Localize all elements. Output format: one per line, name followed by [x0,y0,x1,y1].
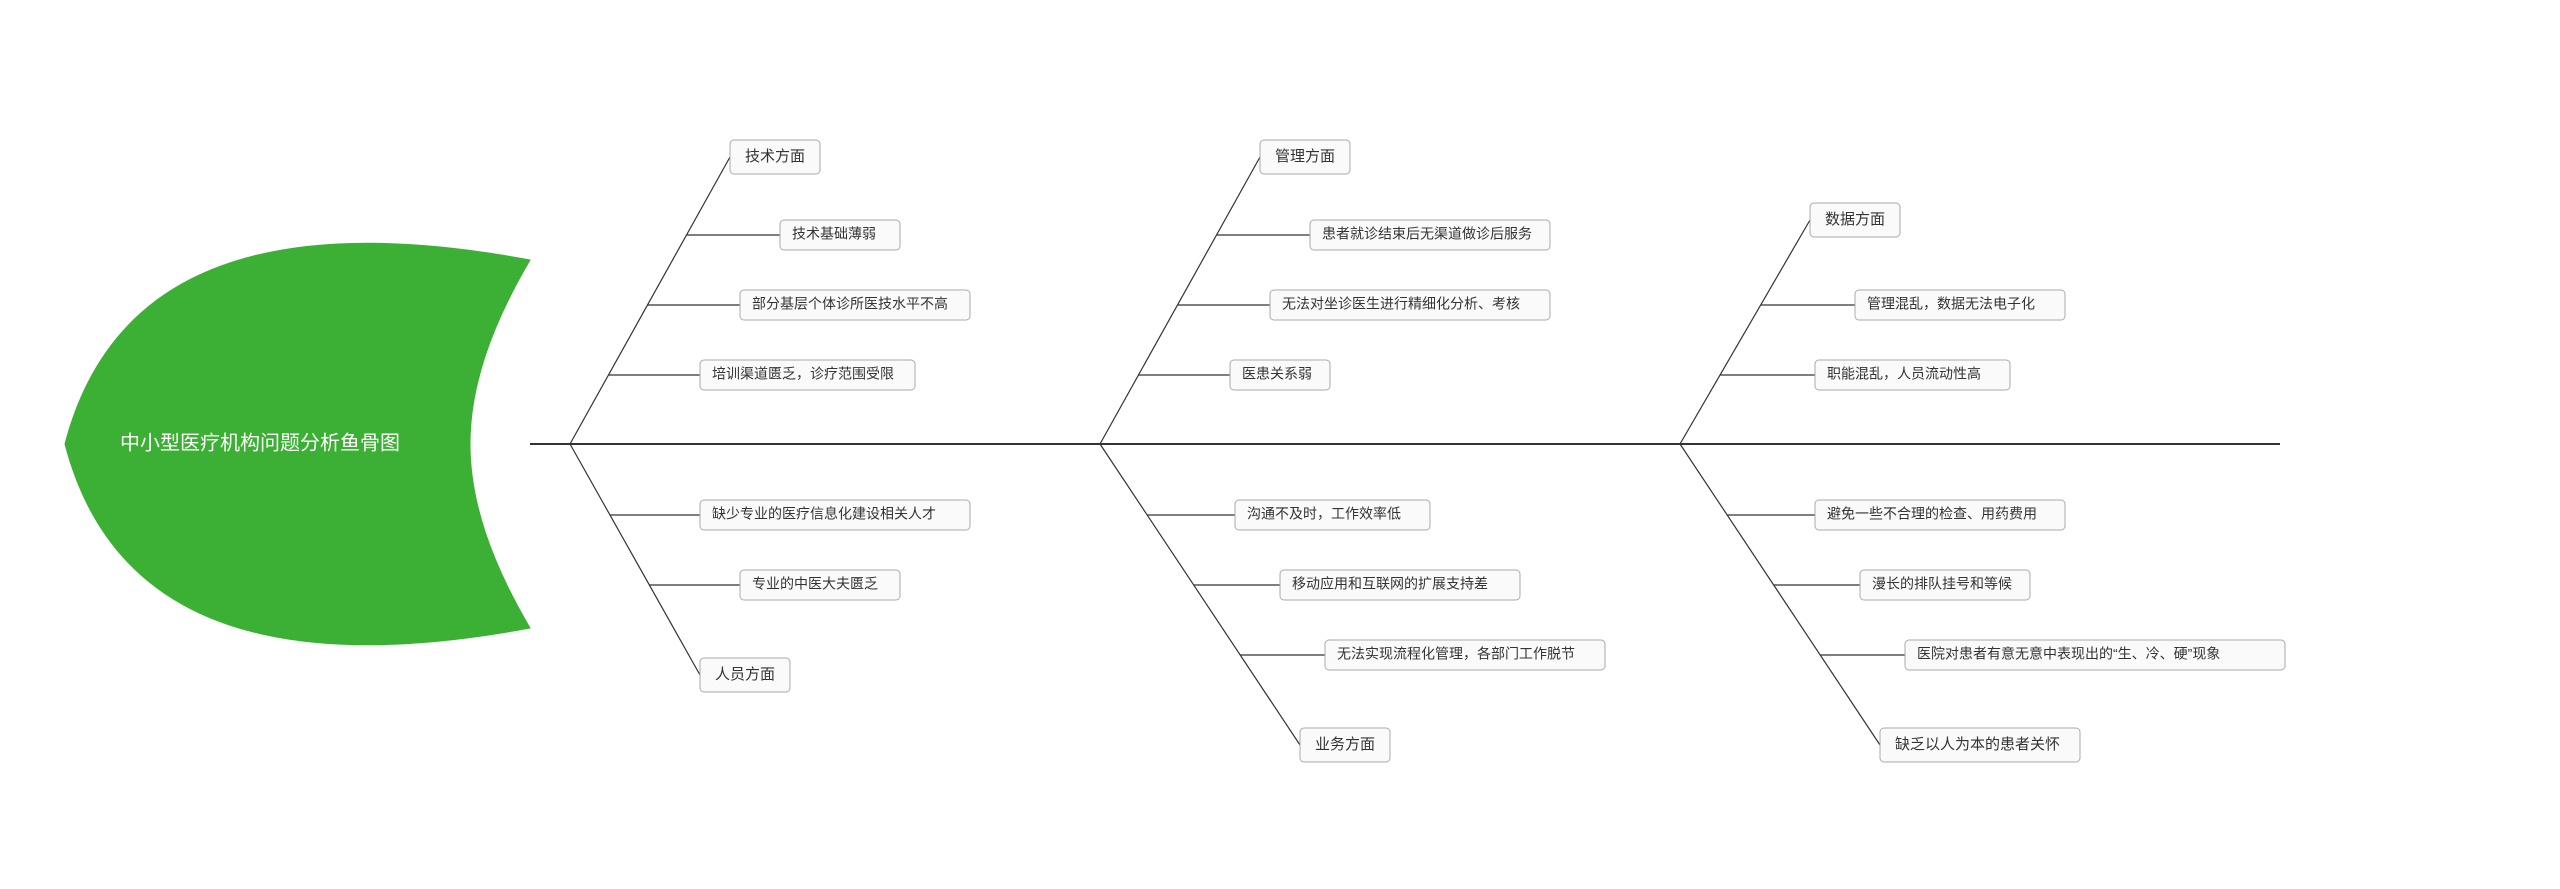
cause-label: 职能混乱，人员流动性高 [1827,366,1981,382]
category-bone [1100,157,1260,444]
category-label: 业务方面 [1315,736,1375,753]
cause-label: 医患关系弱 [1242,366,1312,382]
cause-label: 患者就诊结束后无渠道做诊后服务 [1322,226,1532,242]
cause-label: 部分基层个体诊所医技水平不高 [752,296,948,312]
category-label: 管理方面 [1275,148,1335,165]
category-bone [1680,220,1810,444]
cause-label: 培训渠道匮乏，诊疗范围受限 [712,366,894,382]
category-bone [1100,444,1300,745]
category-label: 技术方面 [745,148,805,165]
cause-label: 无法对坐诊医生进行精细化分析、考核 [1282,296,1520,312]
category-bone [570,444,700,675]
cause-label: 医院对患者有意无意中表现出的“生、冷、硬”现象 [1917,646,2220,662]
cause-label: 缺少专业的医疗信息化建设相关人才 [712,506,936,522]
cause-label: 管理混乱，数据无法电子化 [1867,296,2035,312]
category-bone [570,157,730,444]
category-bone [1680,444,1880,745]
category-label: 人员方面 [715,666,775,683]
cause-label: 无法实现流程化管理，各部门工作脱节 [1337,646,1575,662]
cause-label: 专业的中医大夫匮乏 [752,576,878,592]
cause-label: 移动应用和互联网的扩展支持差 [1292,576,1488,592]
diagram-title: 中小型医疗机构问题分析鱼骨图 [120,431,400,454]
cause-label: 漫长的排队挂号和等候 [1872,576,2012,592]
cause-label: 沟通不及时，工作效率低 [1247,506,1401,522]
cause-label: 避免一些不合理的检查、用药费用 [1827,506,2037,522]
category-label: 缺乏以人为本的患者关怀 [1895,736,2060,753]
fishbone-diagram: 中小型医疗机构问题分析鱼骨图 技术方面技术基础薄弱部分基层个体诊所医技水平不高培训… [0,0,2560,889]
cause-label: 技术基础薄弱 [792,226,876,242]
category-label: 数据方面 [1825,211,1885,228]
